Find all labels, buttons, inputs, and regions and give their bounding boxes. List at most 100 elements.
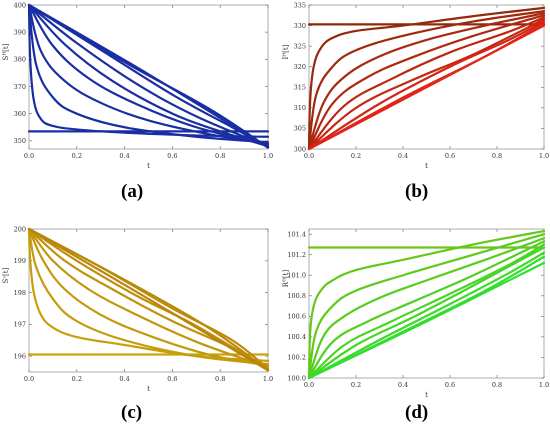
y-tick-label: 196: [14, 352, 26, 360]
y-tick-label: 350: [14, 137, 26, 145]
x-tick-label: 1.0: [263, 375, 273, 383]
x-axis-title: t: [147, 385, 150, 393]
x-tick-label: 0.8: [492, 381, 502, 389]
panel-label-a: (a): [121, 181, 144, 202]
series-line-b-3: [307, 12, 546, 151]
chart-panel-c: 0.0 0.2 0.4 0.6 0.8 1.0 196 197 198 199 200 t Sᵛ[t]: [2, 225, 273, 393]
series-line-a-6: [27, 3, 270, 148]
y-axis-title: Rᴴ[t]: [282, 270, 290, 288]
x-tick-label: 0.8: [215, 152, 225, 160]
x-tick-label: 1.0: [539, 152, 549, 160]
y-tick-label: 199: [14, 257, 26, 265]
y-tick-label: 380: [14, 56, 26, 64]
y-tick-label: 320: [294, 63, 306, 71]
x-tick-label: 0.2: [72, 152, 82, 160]
x-tick-label: 0.0: [24, 375, 34, 383]
y-tick-label: 390: [14, 28, 26, 36]
y-tick-label: 197: [14, 321, 26, 329]
y-tick-label: 100.0: [287, 374, 306, 382]
x-tick-label: 0.2: [351, 381, 361, 389]
plot-frame-d: [308, 228, 545, 379]
series-line-c-3: [27, 227, 270, 367]
series-line-b-1: [307, 6, 546, 151]
x-tick-label: 0.2: [351, 152, 361, 160]
series-line-b-6: [307, 18, 546, 151]
y-tick-label: 101.4: [287, 230, 306, 238]
y-tick-label: 100.2: [287, 354, 306, 362]
series-line-b-2: [307, 10, 546, 151]
series-line-b-7: [307, 20, 546, 151]
series-line-d-6: [307, 246, 546, 380]
series-line-c-8: [27, 227, 270, 372]
series-line-b-9: [307, 24, 546, 151]
series-line-d-1: [307, 229, 546, 380]
y-tick-label: 198: [14, 289, 26, 297]
x-tick-label: 0.6: [445, 152, 455, 160]
x-tick-label: 0.2: [72, 375, 82, 383]
x-tick-label: 0.4: [119, 152, 129, 160]
series-line-c-9: [27, 227, 270, 372]
x-tick-label: 0.0: [304, 381, 314, 389]
series-line-d-9: [307, 261, 546, 380]
x-tick-label: 0.4: [398, 381, 408, 389]
series-line-a-2: [27, 3, 270, 144]
y-tick-label: 300: [294, 145, 306, 153]
x-tick-label: 0.0: [304, 152, 314, 160]
panel-label-c: (c): [121, 402, 143, 423]
series-line-b-5: [307, 16, 546, 151]
y-tick-label: 315: [294, 84, 306, 92]
y-axis-title: Iᴴ[t]: [282, 44, 290, 59]
y-tick-label: 310: [294, 104, 306, 112]
series-line-d-5: [307, 243, 546, 380]
series-line-b-4: [307, 14, 546, 151]
plot-frame-a: [28, 4, 269, 150]
series-line-a-3: [27, 3, 270, 145]
x-tick-label: 1.0: [539, 381, 549, 389]
x-tick-label: 1.0: [263, 152, 273, 160]
y-tick-label: 200: [14, 225, 26, 233]
chart-panel-a: 0.0 0.2 0.4 0.6 0.8 1.0 350 360 370 380 390 400 t Sᴴ[…: [2, 1, 273, 170]
series-line-d-3: [307, 237, 546, 380]
y-tick-label: 360: [14, 110, 26, 118]
y-tick-label: 305: [294, 125, 306, 133]
y-tick-label: 100.4: [287, 333, 306, 341]
y-axis-title: Sᵛ[t]: [2, 267, 10, 283]
panel-label-b: (b): [405, 181, 429, 202]
plot-frame-b: [308, 4, 545, 150]
x-axis-title: t: [425, 391, 428, 399]
y-tick-label: 330: [294, 22, 306, 30]
chart-panel-d: 0.0 0.2 0.4 0.6 0.8 1.0 100.0 100.2 100.4 100.6 10…: [282, 228, 549, 399]
x-axis-title: t: [147, 162, 150, 170]
series-line-c-6: [27, 227, 270, 370]
x-tick-label: 0.4: [119, 375, 129, 383]
panel-label-d: (d): [405, 402, 429, 423]
y-axis-title: Sᴴ[t]: [2, 43, 10, 60]
series-line-c-4: [27, 227, 270, 369]
x-tick-label: 0.6: [445, 381, 455, 389]
y-tick-label: 101.2: [287, 251, 306, 259]
series-line-a-9: [27, 3, 270, 149]
plot-frame-c: [28, 228, 269, 373]
y-tick-label: 100.8: [287, 292, 306, 300]
y-tick-label: 100.6: [287, 313, 306, 321]
chart-panel-b: 0.0 0.2 0.4 0.6 0.8 1.0 300 305 310 315 320 325 330 3…: [282, 1, 549, 170]
x-tick-label: 0.6: [167, 152, 177, 160]
x-tick-label: 0.0: [24, 152, 34, 160]
x-tick-label: 0.4: [398, 152, 408, 160]
y-tick-label: 370: [14, 83, 26, 91]
series-line-d-2: [307, 233, 546, 380]
y-tick-label: 325: [294, 42, 306, 50]
x-tick-label: 0.8: [492, 152, 502, 160]
x-axis-title: t: [425, 162, 428, 170]
series-line-c-2: [27, 227, 270, 366]
series-line-d-7: [307, 251, 546, 380]
y-tick-label: 400: [14, 1, 26, 9]
series-line-d-4: [307, 240, 546, 380]
series-line-a-5: [27, 3, 270, 148]
y-tick-label: 335: [294, 1, 306, 9]
y-tick-label: 101.0: [287, 272, 306, 280]
x-tick-label: 0.8: [215, 375, 225, 383]
series-line-a-4: [27, 3, 270, 147]
x-tick-label: 0.6: [167, 375, 177, 383]
